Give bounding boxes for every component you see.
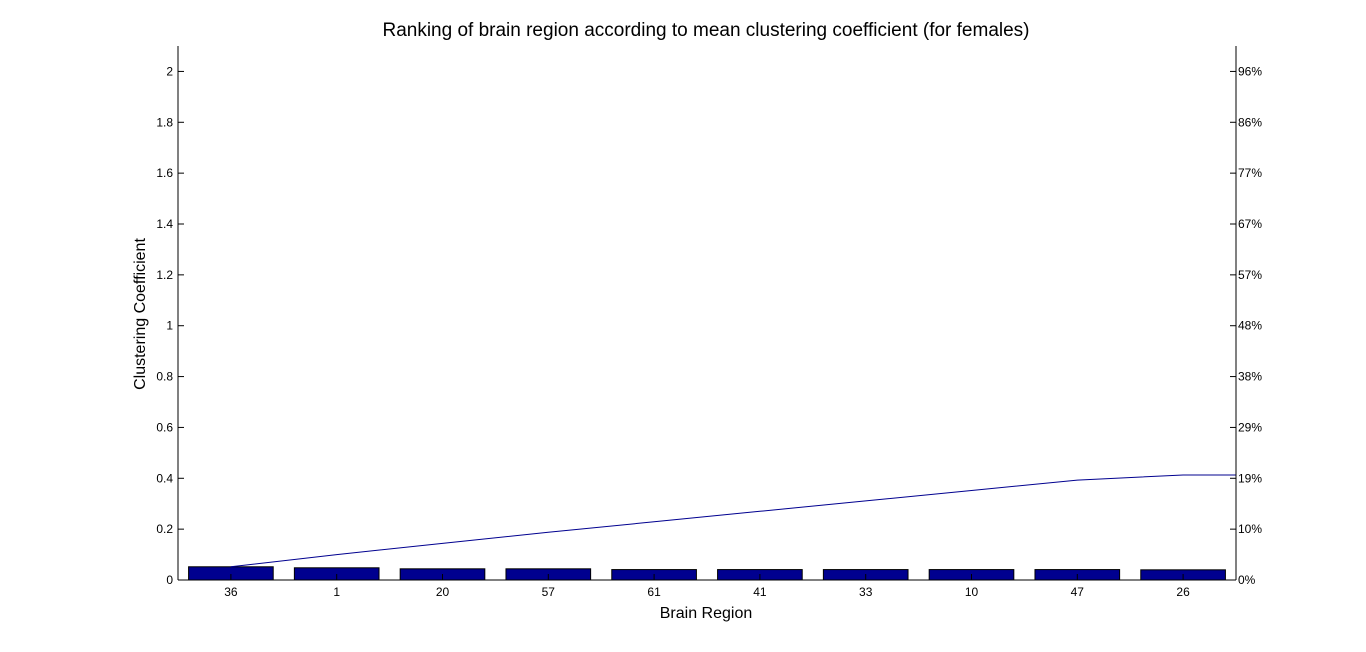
y2-tick-label: 57%: [1238, 268, 1262, 282]
y2-tick-label: 38%: [1238, 370, 1262, 384]
y2-tick-label: 29%: [1238, 420, 1262, 434]
y2-tick-label: 67%: [1238, 217, 1262, 231]
y2-tick-label: 48%: [1238, 319, 1262, 333]
y-tick-label: 0.4: [156, 471, 173, 485]
bars: [188, 566, 1226, 581]
y-tick-label: 1: [166, 319, 173, 333]
y-tick-label: 1.2: [156, 268, 173, 282]
cumulative-line-layer: [230, 474, 1236, 568]
x-axis-label: Brain Region: [660, 605, 753, 622]
y-tick-label: 1.6: [156, 166, 173, 180]
y-tick-label: 0.8: [156, 370, 173, 384]
cumulative-line: [230, 474, 1236, 568]
x-tick-label: 47: [1071, 585, 1085, 599]
x-tick-label: 57: [542, 585, 556, 599]
y-tick-label: 2: [166, 64, 173, 78]
x-tick-label: 1: [333, 585, 340, 599]
y-tick-label: 0: [166, 573, 173, 587]
y2-tick-label: 19%: [1238, 471, 1262, 485]
y2-tick-label: 96%: [1238, 64, 1262, 78]
y-axis-label: Clustering Coefficient: [132, 238, 149, 390]
chart-title: Ranking of brain region according to mea…: [382, 20, 1029, 41]
x-tick-label: 41: [753, 585, 767, 599]
x-tick-label: 10: [965, 585, 979, 599]
y-tick-label: 0.6: [156, 420, 173, 434]
y2-tick-label: 0%: [1238, 573, 1256, 587]
y2-tick-label: 10%: [1238, 522, 1262, 536]
y-tick-label: 1.8: [156, 115, 173, 129]
ticks: 0 0% 0.2 10% 0.4 19% 0.6 29% 0.8 38% 1 48% 1.2 57% 1.4…: [156, 64, 1262, 599]
axes: [177, 46, 1237, 581]
y-tick-label: 1.4: [156, 217, 173, 231]
x-tick-label: 61: [647, 585, 661, 599]
y2-tick-label: 86%: [1238, 115, 1262, 129]
x-tick-label: 20: [436, 585, 450, 599]
x-tick-label: 33: [859, 585, 873, 599]
x-tick-label: 36: [224, 585, 238, 599]
x-tick-label: 26: [1176, 585, 1190, 599]
y-tick-label: 0.2: [156, 522, 173, 536]
y2-tick-label: 77%: [1238, 166, 1262, 180]
